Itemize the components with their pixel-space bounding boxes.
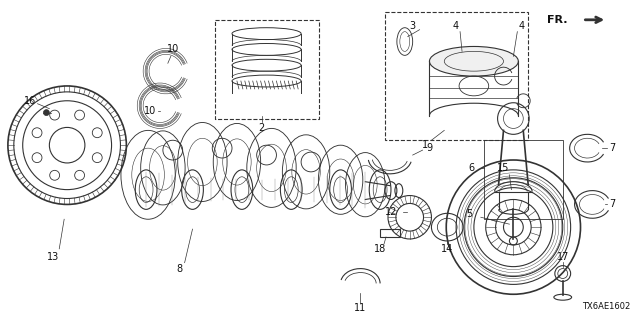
Text: 6: 6	[469, 163, 475, 173]
Text: 7: 7	[609, 143, 615, 153]
Bar	[484, 140, 563, 219]
Text: 15: 15	[497, 163, 509, 173]
Text: 5: 5	[466, 209, 472, 219]
Text: FR.: FR.	[547, 15, 568, 25]
Text: 13: 13	[47, 252, 60, 262]
Text: 17: 17	[557, 252, 569, 262]
Text: 7: 7	[609, 199, 615, 209]
Text: 10: 10	[166, 44, 179, 54]
Text: 8: 8	[177, 264, 183, 274]
Text: 18: 18	[374, 244, 386, 254]
Bar	[385, 12, 528, 140]
Circle shape	[44, 110, 49, 116]
Text: 16: 16	[24, 96, 36, 106]
Text: TX6AE1602: TX6AE1602	[582, 302, 631, 311]
Text: 12: 12	[385, 207, 397, 217]
Text: 4: 4	[518, 21, 524, 31]
Bar	[215, 20, 319, 118]
Ellipse shape	[429, 46, 518, 76]
Text: 4: 4	[453, 21, 459, 31]
Text: 10: 10	[144, 106, 156, 116]
Text: 3: 3	[410, 21, 416, 31]
Text: 2: 2	[259, 124, 265, 133]
Text: 14: 14	[441, 244, 453, 254]
Text: 1: 1	[422, 140, 428, 150]
Text: 9: 9	[426, 143, 433, 153]
Bar	[380, 229, 400, 237]
Text: 11: 11	[354, 303, 367, 313]
